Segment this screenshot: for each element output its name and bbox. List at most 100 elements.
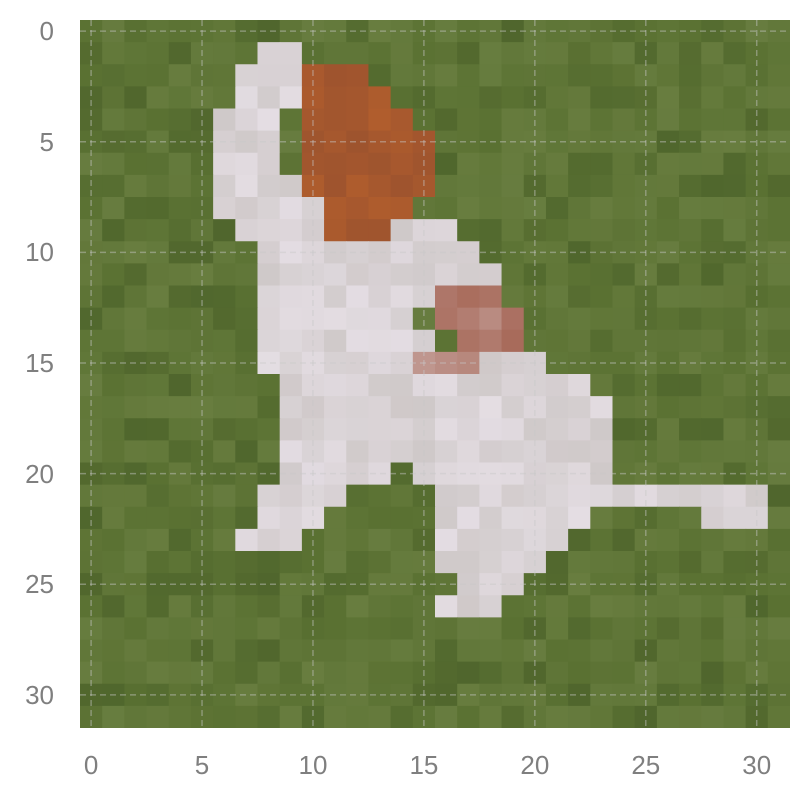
image-pixel <box>634 595 658 618</box>
image-pixel <box>190 241 214 264</box>
image-pixel <box>634 705 658 728</box>
image-pixel <box>745 42 769 65</box>
image-pixel <box>612 241 636 264</box>
image-pixel <box>501 86 525 110</box>
image-pixel <box>701 639 725 663</box>
image-pixel <box>679 197 702 220</box>
image-pixel <box>723 484 747 508</box>
image-pixel <box>612 42 636 65</box>
image-pixel <box>612 20 636 43</box>
image-pixel <box>679 263 702 287</box>
image-pixel <box>412 197 436 220</box>
image-pixel <box>235 595 259 618</box>
image-pixel <box>634 197 658 220</box>
image-pixel <box>124 595 148 618</box>
image-pixel <box>701 263 725 287</box>
image-pixel <box>545 329 569 353</box>
image-pixel <box>634 440 658 464</box>
image-pixel <box>102 440 125 464</box>
image-pixel <box>257 661 281 685</box>
image-pixel <box>457 440 480 464</box>
image-pixel <box>146 197 170 220</box>
image-pixel <box>457 705 480 728</box>
image-pixel <box>279 64 303 87</box>
image-pixel <box>679 64 702 87</box>
image-pixel <box>590 219 614 242</box>
image-pixel <box>368 595 392 618</box>
image-pixel <box>523 683 547 707</box>
image-pixel <box>767 263 790 287</box>
image-pixel <box>479 174 503 198</box>
image-pixel <box>190 197 214 220</box>
image-pixel <box>501 617 525 641</box>
image-pixel <box>168 197 192 220</box>
image-plot-area <box>80 20 790 728</box>
image-pixel <box>634 351 658 375</box>
image-pixel <box>102 108 125 132</box>
image-pixel <box>390 617 414 641</box>
image-pixel <box>412 440 436 464</box>
image-pixel <box>634 285 658 309</box>
image-pixel <box>235 705 259 728</box>
image-pixel <box>523 329 547 353</box>
image-pixel <box>368 617 392 641</box>
image-pixel <box>368 108 392 132</box>
image-pixel <box>279 551 303 574</box>
image-pixel <box>80 219 103 242</box>
image-pixel <box>235 661 259 685</box>
image-pixel <box>679 595 702 618</box>
image-pixel <box>324 219 347 242</box>
image-pixel <box>412 86 436 110</box>
image-pixel <box>545 595 569 618</box>
image-pixel <box>279 329 303 353</box>
image-pixel <box>80 329 103 353</box>
image-pixel <box>235 108 259 132</box>
image-pixel <box>190 130 214 154</box>
image-pixel <box>190 573 214 596</box>
image-pixel <box>412 307 436 331</box>
image-pixel <box>168 130 192 154</box>
image-pixel <box>213 307 236 331</box>
image-pixel <box>545 307 569 331</box>
image-pixel <box>368 396 392 419</box>
image-pixel <box>723 152 747 176</box>
image-pixel <box>634 528 658 552</box>
image-pixel <box>102 374 125 397</box>
image-pixel <box>257 197 281 220</box>
image-pixel <box>168 329 192 353</box>
image-pixel <box>146 174 170 198</box>
image-pixel <box>257 418 281 441</box>
image-pixel <box>679 307 702 331</box>
image-pixel <box>235 639 259 663</box>
image-pixel <box>523 197 547 220</box>
image-pixel <box>679 329 702 353</box>
image-pixel <box>523 219 547 242</box>
image-pixel <box>390 639 414 663</box>
image-pixel <box>590 683 614 707</box>
image-pixel <box>590 528 614 552</box>
image-pixel <box>612 705 636 728</box>
image-pixel <box>479 418 503 441</box>
image-pixel <box>368 351 392 375</box>
image-pixel <box>80 86 103 110</box>
image-pixel <box>102 152 125 176</box>
image-pixel <box>701 64 725 87</box>
image-pixel <box>324 639 347 663</box>
image-pixel <box>257 683 281 707</box>
image-pixel <box>545 263 569 287</box>
image-pixel <box>457 219 480 242</box>
image-pixel <box>568 64 591 87</box>
image-pixel <box>168 595 192 618</box>
image-pixel <box>701 130 725 154</box>
image-pixel <box>656 241 680 264</box>
y-tick-label: 20 <box>25 458 54 489</box>
image-pixel <box>656 462 680 486</box>
image-pixel <box>457 617 480 641</box>
image-pixel <box>590 617 614 641</box>
image-pixel <box>634 42 658 65</box>
image-pixel <box>701 484 725 508</box>
image-pixel <box>235 528 259 552</box>
image-pixel <box>590 130 614 154</box>
image-pixel <box>124 86 148 110</box>
image-pixel <box>679 285 702 309</box>
